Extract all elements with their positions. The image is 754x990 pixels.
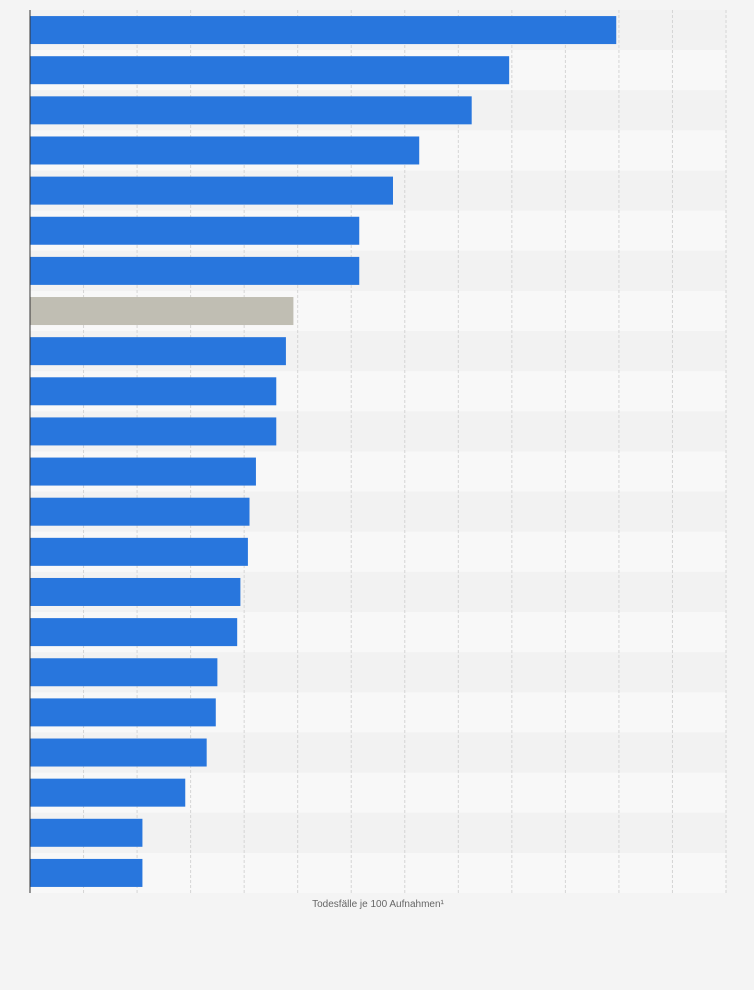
row-band bbox=[30, 852, 726, 893]
row-band bbox=[30, 812, 726, 853]
bar bbox=[30, 457, 256, 486]
bar bbox=[30, 377, 277, 406]
bar bbox=[30, 858, 143, 887]
bar bbox=[30, 56, 510, 85]
bar bbox=[30, 497, 250, 526]
bar bbox=[30, 537, 248, 566]
bars bbox=[30, 16, 617, 887]
bar bbox=[30, 698, 216, 727]
bar bbox=[30, 337, 286, 366]
bar bbox=[30, 658, 218, 687]
bar bbox=[30, 818, 143, 847]
bar bbox=[30, 256, 360, 285]
bar bbox=[30, 216, 360, 245]
bar bbox=[30, 176, 393, 205]
bar bbox=[30, 136, 420, 165]
bar bbox=[30, 618, 238, 647]
bar bbox=[30, 577, 241, 606]
bar bbox=[30, 417, 277, 446]
bar bbox=[30, 297, 294, 326]
bar bbox=[30, 738, 207, 767]
x-axis-label: Todesfälle je 100 Aufnahmen¹ bbox=[312, 899, 444, 910]
bar bbox=[30, 778, 186, 807]
bar bbox=[30, 16, 617, 45]
bar bbox=[30, 96, 472, 125]
